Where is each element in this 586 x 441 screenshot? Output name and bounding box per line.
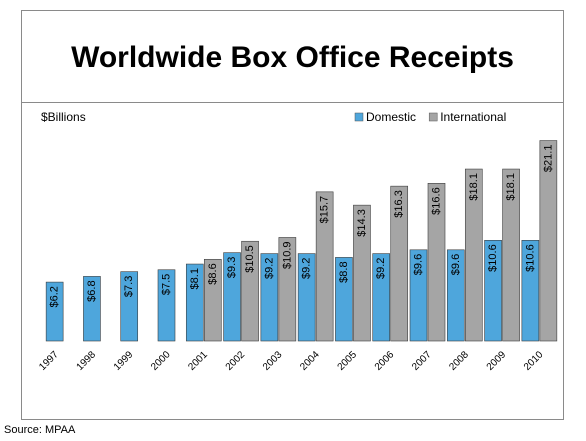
data-label-international-2005: $14.3 [356, 209, 368, 237]
bar-international-2004 [315, 191, 334, 342]
x-tick-label-1999: 1999 [112, 349, 136, 373]
data-label-domestic-2007: $9.6 [413, 254, 425, 275]
chart-area-top-border [21, 102, 564, 103]
bar-domestic-2003 [260, 253, 279, 342]
x-tick-label-2006: 2006 [373, 349, 397, 373]
data-label-domestic-2003: $9.2 [263, 258, 275, 279]
bar-domestic-2002 [223, 252, 241, 342]
y-axis-label: $Billions [41, 110, 86, 124]
data-label-international-2009: $18.1 [505, 173, 517, 201]
bar-domestic-2010 [521, 240, 540, 342]
data-label-international-2002: $10.5 [244, 245, 256, 273]
data-label-international-2001: $8.6 [207, 263, 219, 284]
data-label-international-2010: $21.1 [542, 145, 554, 173]
data-label-domestic-2010: $10.6 [524, 244, 536, 272]
data-label-domestic-2004: $9.2 [301, 258, 313, 279]
bar-domestic-2001 [185, 263, 204, 342]
bar-international-2001 [203, 258, 222, 342]
x-tick-label-2004: 2004 [298, 349, 322, 373]
legend-swatch-0 [354, 112, 364, 122]
bar-international-2003 [278, 237, 297, 342]
x-tick-label-2002: 2002 [224, 349, 248, 373]
data-label-domestic-2000: $7.5 [161, 274, 173, 295]
data-label-international-2003: $10.9 [281, 241, 293, 269]
bar-international-2009 [502, 168, 520, 342]
x-tick-label-2003: 2003 [261, 349, 285, 373]
bar-domestic-2009 [484, 240, 502, 342]
bar-domestic-2005 [335, 257, 353, 342]
x-tick-label-2001: 2001 [186, 349, 210, 373]
x-tick-label-2010: 2010 [522, 349, 546, 373]
legend-label-1: International [440, 110, 506, 124]
data-label-domestic-2008: $9.6 [450, 254, 462, 275]
x-tick-label-2007: 2007 [410, 349, 434, 373]
bar-domestic-2008 [446, 249, 465, 342]
x-tick-label-2008: 2008 [447, 349, 471, 373]
data-label-international-2008: $18.1 [468, 173, 480, 201]
x-tick-label-1997: 1997 [37, 349, 61, 373]
bar-international-2010 [539, 140, 558, 342]
data-label-domestic-2005: $8.8 [338, 261, 350, 282]
bar-international-2002 [241, 240, 259, 342]
bar-international-2006 [390, 185, 409, 342]
data-label-domestic-2006: $9.2 [375, 258, 387, 279]
data-label-domestic-1997: $6.2 [49, 286, 61, 307]
bar-domestic-1997 [45, 281, 64, 342]
bar-international-2005 [353, 204, 371, 342]
data-label-domestic-2001: $8.1 [189, 268, 201, 289]
x-tick-label-2005: 2005 [336, 349, 360, 373]
data-label-domestic-1998: $6.8 [86, 280, 98, 301]
data-label-international-2006: $16.3 [393, 190, 405, 218]
data-label-international-2007: $16.6 [431, 187, 443, 215]
x-tick-label-1998: 1998 [75, 349, 99, 373]
bar-domestic-2006 [372, 253, 391, 342]
bar-domestic-1999 [120, 271, 139, 342]
data-label-domestic-2002: $9.3 [226, 257, 238, 278]
x-tick-label-2000: 2000 [149, 349, 173, 373]
bar-international-2007 [427, 183, 446, 342]
bar-domestic-2004 [297, 253, 316, 342]
data-label-domestic-2009: $10.6 [487, 244, 499, 272]
bar-domestic-2007 [409, 249, 428, 342]
data-label-international-2004: $15.7 [319, 196, 331, 224]
chart-frame [21, 10, 564, 420]
bar-domestic-1998 [83, 276, 101, 342]
chart-title: Worldwide Box Office Receipts [71, 41, 514, 74]
legend-swatch-1 [428, 112, 438, 122]
source-note: Source: MPAA [4, 424, 76, 436]
x-tick-label-2009: 2009 [485, 349, 509, 373]
bar-international-2008 [464, 168, 483, 342]
data-label-domestic-1999: $7.3 [123, 276, 135, 297]
bar-domestic-2000 [157, 269, 176, 342]
legend-label-0: Domestic [366, 110, 416, 124]
